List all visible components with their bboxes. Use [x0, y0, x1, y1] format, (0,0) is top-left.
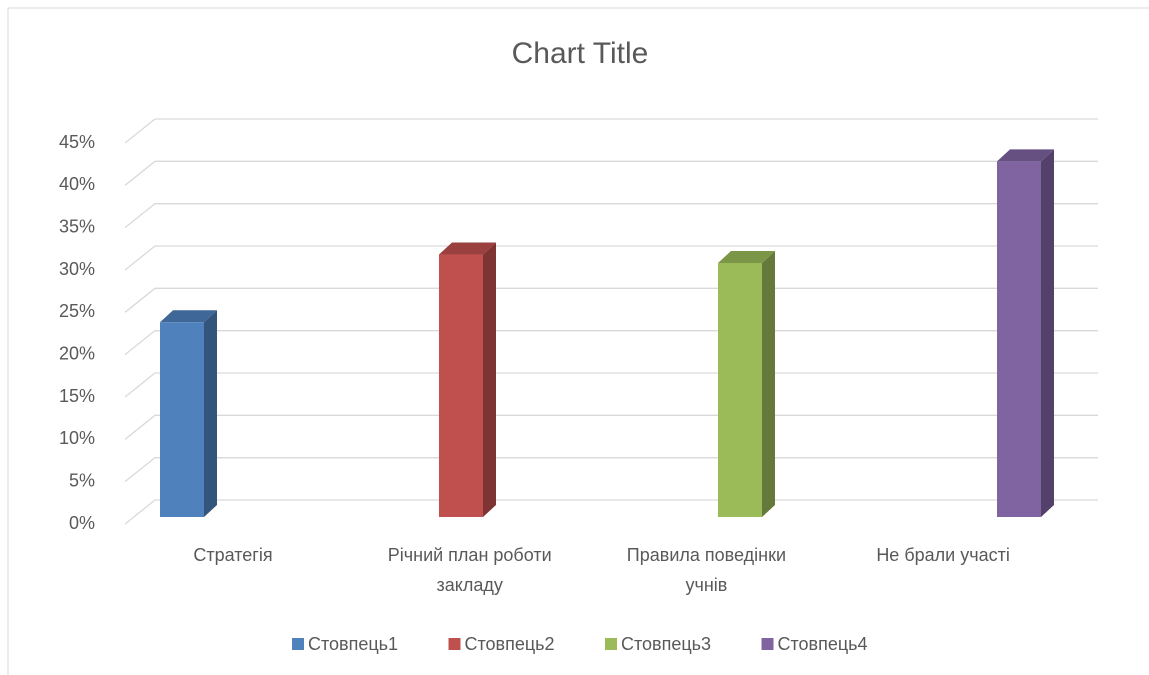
x-tick-label: Стратегія: [193, 545, 272, 565]
legend-swatch: [761, 638, 774, 650]
bar: [439, 242, 496, 518]
legend-label: Стовпець3: [621, 634, 711, 654]
bar-top: [160, 310, 217, 323]
legend-label: Стовпець4: [778, 634, 868, 654]
y-tick-label: 15%: [59, 386, 95, 406]
bar: [718, 251, 775, 517]
bar-side: [1041, 149, 1054, 517]
bar-front: [718, 263, 762, 517]
y-tick-label: 35%: [59, 216, 95, 236]
legend-swatch: [605, 638, 617, 650]
y-tick-label: 40%: [59, 174, 95, 194]
grid-line: [124, 245, 1098, 271]
legend-label: Стовпець1: [308, 634, 398, 654]
bar-side: [483, 242, 496, 518]
bar-front: [439, 254, 483, 518]
bar: [997, 149, 1054, 517]
x-tick-label: Правила поведінки учнів: [627, 545, 786, 595]
x-tick-label-line: Правила поведінки: [627, 545, 786, 565]
x-tick-label-line: Річний план роботи: [388, 545, 552, 565]
y-tick-label: 0%: [69, 513, 95, 533]
bar-top: [718, 251, 775, 263]
x-tick-label-line: закладу: [437, 575, 503, 595]
bar-front: [997, 161, 1041, 517]
legend-swatch: [448, 638, 461, 650]
bar-front: [160, 322, 204, 517]
x-tick-label-line: Стратегія: [193, 545, 272, 565]
x-tick-label: Річний план роботи закладу: [388, 545, 552, 595]
y-tick-label: 45%: [59, 132, 95, 152]
grid-line: [124, 499, 1098, 525]
x-tick-label-line: Не брали участі: [876, 545, 1010, 565]
grid-line: [124, 287, 1098, 313]
y-tick-label: 5%: [69, 470, 95, 490]
bar-top: [439, 242, 496, 255]
grid-line: [124, 372, 1098, 398]
legend-label: Стовпець2: [465, 634, 555, 654]
grid-line: [124, 203, 1098, 229]
grid-line: [124, 414, 1098, 440]
grid-line: [124, 457, 1098, 483]
x-tick-label: Не брали участі: [876, 545, 1010, 565]
chart-title: Chart Title: [512, 37, 649, 70]
legend-swatch: [292, 638, 304, 650]
y-tick-label: 20%: [59, 343, 95, 363]
bar-side: [204, 310, 217, 517]
bar: [160, 310, 217, 517]
y-tick-label: 10%: [59, 428, 95, 448]
bar-top: [997, 149, 1054, 162]
grid-line: [124, 160, 1098, 186]
x-tick-label-line: учнів: [685, 575, 727, 595]
bar-side: [762, 251, 775, 517]
y-tick-label: 30%: [59, 259, 95, 279]
grid-line: [124, 330, 1098, 356]
y-tick-label: 25%: [59, 301, 95, 321]
grid-line: [124, 118, 1098, 144]
